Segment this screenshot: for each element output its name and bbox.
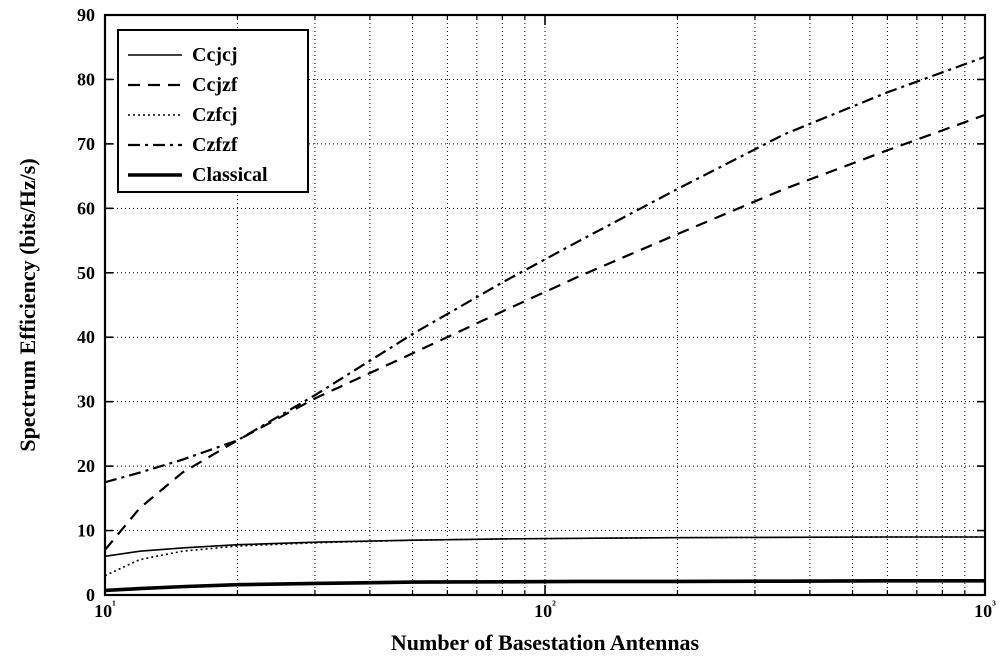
legend-label: Classical <box>192 164 268 186</box>
legend-label: Ccjcj <box>192 44 238 66</box>
legend-label: Czfzf <box>192 134 238 156</box>
legend-label: Ccjzf <box>192 74 238 96</box>
y-tick-label: 40 <box>77 327 95 347</box>
y-tick-label: 70 <box>77 134 95 154</box>
y-tick-label: 50 <box>77 263 95 283</box>
y-tick-label: 60 <box>77 198 95 218</box>
chart-svg: 010203040506070809010¹10²10³Number of Ba… <box>0 0 1000 664</box>
x-tick-label: 10¹ <box>94 598 116 621</box>
x-tick-label: 10² <box>534 598 556 621</box>
x-tick-label: 10³ <box>974 598 996 621</box>
legend-label: Czfcj <box>192 104 238 126</box>
y-tick-label: 90 <box>77 5 95 25</box>
x-axis-label: Number of Basestation Antennas <box>391 630 700 655</box>
y-tick-label: 20 <box>77 456 95 476</box>
y-tick-label: 10 <box>77 521 95 541</box>
y-tick-label: 80 <box>77 69 95 89</box>
chart-container: 010203040506070809010¹10²10³Number of Ba… <box>0 0 1000 664</box>
y-tick-label: 30 <box>77 392 95 412</box>
y-axis-label: Spectrum Efficiency (bits/Hz/s) <box>15 158 40 451</box>
